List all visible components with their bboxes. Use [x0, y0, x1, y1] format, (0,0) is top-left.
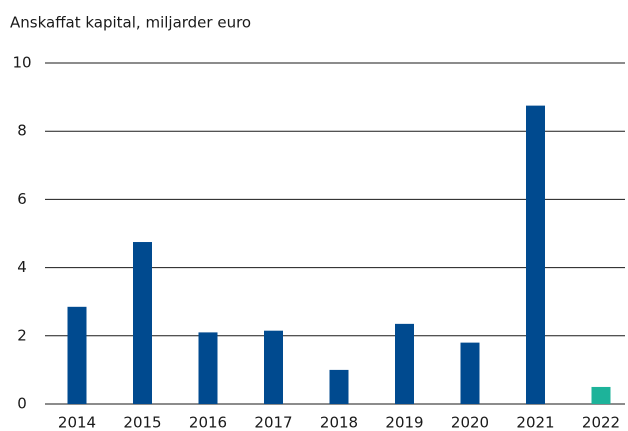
x-tick-label: 2019 — [385, 414, 423, 431]
bar — [133, 242, 152, 404]
y-tick-label: 0 — [17, 395, 27, 413]
chart-title: Anskaffat kapital, miljarder euro — [10, 14, 251, 32]
x-tick-label: 2018 — [320, 414, 358, 431]
bar — [591, 386, 611, 404]
bar — [264, 330, 283, 404]
bar — [526, 105, 545, 404]
bar — [460, 342, 480, 404]
bar — [67, 306, 87, 404]
bar — [329, 369, 349, 404]
y-tick-label: 4 — [17, 258, 27, 276]
x-tick-label: 2014 — [58, 414, 96, 431]
y-tick-label: 2 — [17, 326, 27, 344]
y-tick-label: 8 — [17, 122, 27, 140]
x-tick-label: 2020 — [451, 414, 489, 431]
bar — [198, 332, 218, 404]
x-tick-label: 2017 — [254, 414, 292, 431]
y-tick-label: 10 — [12, 54, 31, 72]
x-tick-label: 2016 — [189, 414, 227, 431]
y-tick-label: 6 — [17, 190, 27, 208]
x-tick-label: 2021 — [516, 414, 554, 431]
x-tick-label: 2022 — [582, 414, 620, 431]
x-tick-label: 2015 — [123, 414, 161, 431]
bar — [395, 323, 414, 404]
